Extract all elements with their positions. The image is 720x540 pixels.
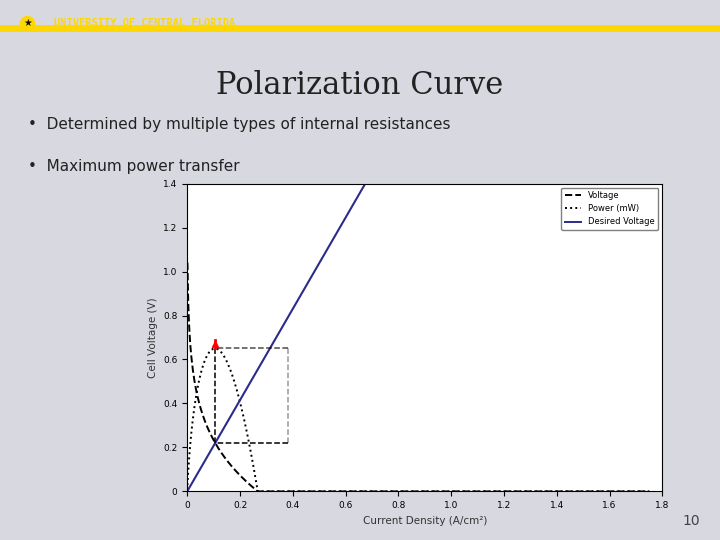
Desired Voltage <box>362 180 371 187</box>
Voltage <box>456 488 464 495</box>
Voltage <box>393 488 402 495</box>
Power (mW) <box>266 488 275 495</box>
Voltage <box>254 488 263 495</box>
Voltage <box>531 488 540 495</box>
Power (mW) <box>532 488 541 495</box>
Text: •  Maximum power transfer: • Maximum power transfer <box>28 159 240 174</box>
Voltage <box>266 488 274 495</box>
Line: Voltage: Voltage <box>187 263 649 491</box>
Voltage <box>492 488 501 495</box>
Power (mW) <box>394 488 402 495</box>
Text: •  Determined by multiple types of internal resistances: • Determined by multiple types of intern… <box>28 117 451 132</box>
Desired Voltage <box>458 180 467 187</box>
Line: Power (mW): Power (mW) <box>187 348 649 491</box>
Voltage <box>302 488 311 495</box>
Power (mW) <box>493 488 502 495</box>
Desired Voltage <box>574 180 582 187</box>
Line: Desired Voltage: Desired Voltage <box>187 184 649 491</box>
Desired Voltage <box>603 180 612 187</box>
Power (mW) <box>456 488 465 495</box>
Power (mW) <box>645 488 654 495</box>
Legend: Voltage, Power (mW), Desired Voltage: Voltage, Power (mW), Desired Voltage <box>562 188 658 230</box>
Power (mW) <box>254 488 263 495</box>
Desired Voltage <box>184 485 193 492</box>
Text: ★: ★ <box>23 18 32 28</box>
X-axis label: Current Density (A/cm²): Current Density (A/cm²) <box>363 516 487 525</box>
Y-axis label: Cell Voltage (V): Cell Voltage (V) <box>148 297 158 378</box>
Text: 10: 10 <box>683 514 700 528</box>
Desired Voltage <box>459 180 468 187</box>
Power (mW) <box>303 488 312 495</box>
Power (mW) <box>211 345 220 352</box>
Desired Voltage <box>183 488 192 495</box>
Desired Voltage <box>645 180 654 187</box>
Power (mW) <box>183 482 192 488</box>
Text: Polarization Curve: Polarization Curve <box>217 70 503 100</box>
Text: UNIVERSITY OF CENTRAL FLORIDA: UNIVERSITY OF CENTRAL FLORIDA <box>54 18 235 28</box>
Desired Voltage <box>467 180 476 187</box>
Voltage <box>645 488 654 495</box>
Voltage <box>183 260 192 266</box>
